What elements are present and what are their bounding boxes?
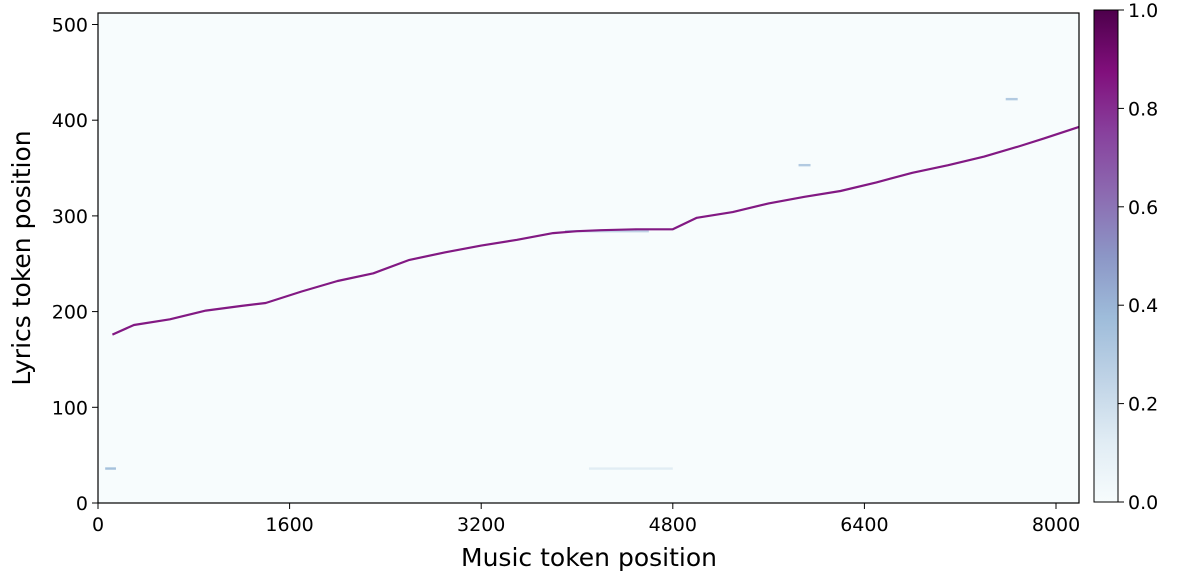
x-tick-label: 0 xyxy=(92,514,104,536)
y-tick-label: 500 xyxy=(52,14,88,36)
x-axis-label: Music token position xyxy=(461,543,717,572)
x-axis: 0 1600 3200 4800 6400 8000 xyxy=(92,503,1080,536)
y-tick-label: 300 xyxy=(52,206,88,228)
x-tick-label: 4800 xyxy=(649,514,697,536)
colorbar-tick-label: 0.2 xyxy=(1128,394,1158,416)
y-axis: 0 100 200 300 400 500 xyxy=(52,14,98,515)
x-tick-label: 1600 xyxy=(265,514,313,536)
y-axis-label: Lyrics token position xyxy=(7,130,36,385)
y-tick-label: 0 xyxy=(76,493,88,515)
y-tick-label: 400 xyxy=(52,110,88,132)
colorbar-tick-label: 0.4 xyxy=(1128,295,1158,317)
colorbar-axis: 0.0 0.2 0.4 0.6 0.8 1.0 xyxy=(1118,0,1158,514)
colorbar-tick-label: 0.0 xyxy=(1128,492,1158,514)
colorbar-tick-label: 0.6 xyxy=(1128,197,1158,219)
x-tick-label: 8000 xyxy=(1032,514,1080,536)
y-tick-label: 200 xyxy=(52,302,88,324)
alignment-path xyxy=(111,125,1080,336)
y-tick-label: 100 xyxy=(52,397,88,419)
colorbar-tick-label: 0.8 xyxy=(1128,98,1158,120)
x-tick-label: 3200 xyxy=(457,514,505,536)
colorbar-tick-label: 1.0 xyxy=(1128,0,1158,22)
plot-frame xyxy=(97,12,1080,504)
plot-background xyxy=(98,13,1079,503)
x-tick-label: 6400 xyxy=(840,514,888,536)
colorbar xyxy=(1093,9,1119,503)
